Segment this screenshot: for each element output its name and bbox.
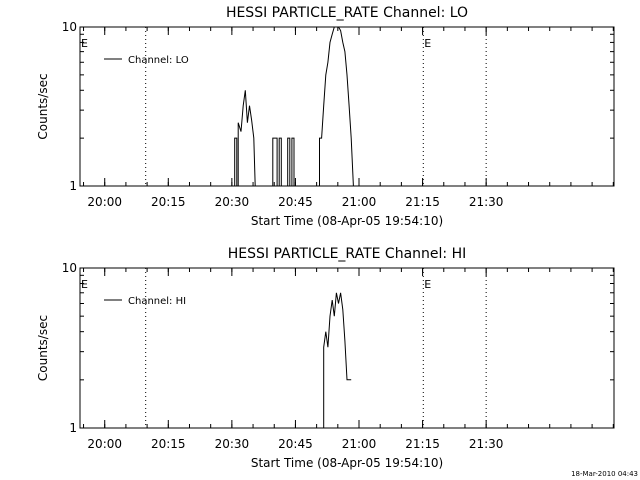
x-tick-label: 20:45 bbox=[278, 195, 313, 209]
x-tick-label: 21:30 bbox=[469, 195, 504, 209]
series-line bbox=[323, 292, 352, 428]
left-event-marker-label: E bbox=[81, 37, 88, 50]
x-tick-label: 20:00 bbox=[87, 195, 122, 209]
y-tick-label: 10 bbox=[62, 261, 77, 275]
x-tick-label: 21:30 bbox=[469, 437, 504, 451]
x-tick-label: 20:45 bbox=[278, 437, 313, 451]
x-tick-label: 21:00 bbox=[342, 195, 377, 209]
legend-label: Channel: HI bbox=[128, 296, 186, 307]
x-tick-label: 20:15 bbox=[151, 195, 186, 209]
legend-label: Channel: LO bbox=[128, 55, 189, 66]
y-tick-label: 1 bbox=[69, 179, 77, 193]
y-axis-label: Counts/sec bbox=[36, 73, 50, 139]
left-event-marker-label: E bbox=[81, 278, 88, 291]
chart-title: HESSI PARTICLE_RATE Channel: HI bbox=[228, 246, 466, 262]
y-tick-label: 10 bbox=[62, 20, 77, 34]
chart-title: HESSI PARTICLE_RATE Channel: LO bbox=[226, 5, 468, 21]
series-line bbox=[234, 26, 354, 187]
plot-frame bbox=[79, 26, 615, 187]
panel-channel-hi: HESSI PARTICLE_RATE Channel: HI Start Ti… bbox=[36, 246, 615, 470]
x-axis-label: Start Time (08-Apr-05 19:54:10) bbox=[251, 456, 443, 470]
x-axis-label: Start Time (08-Apr-05 19:54:10) bbox=[251, 214, 443, 228]
x-tick-label: 21:00 bbox=[342, 437, 377, 451]
x-tick-label: 20:15 bbox=[151, 437, 186, 451]
y-tick-label: 1 bbox=[69, 421, 77, 435]
y-axis-label: Counts/sec bbox=[36, 315, 50, 381]
plot-frame bbox=[79, 267, 615, 429]
x-tick-label: 20:00 bbox=[87, 437, 122, 451]
x-tick-label: 20:30 bbox=[215, 437, 250, 451]
x-tick-label: 20:30 bbox=[215, 195, 250, 209]
plot-timestamp: 18-Mar-2010 04:43 bbox=[571, 470, 638, 478]
event-marker-label: E bbox=[424, 278, 431, 291]
x-tick-label: 21:15 bbox=[405, 437, 440, 451]
x-tick-label: 21:15 bbox=[405, 195, 440, 209]
panel-channel-lo: HESSI PARTICLE_RATE Channel: LO Start Ti… bbox=[36, 5, 615, 228]
event-marker-label: E bbox=[424, 37, 431, 50]
